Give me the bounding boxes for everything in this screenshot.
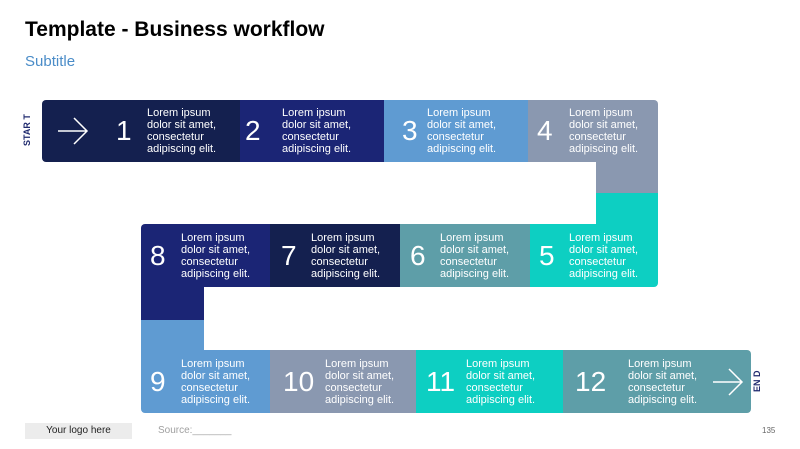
step-number: 9 (150, 366, 166, 397)
step-number: 11 (426, 366, 456, 397)
workflow-step-3: 3 Lorem ipsum dolor sit amet, consectetur… (384, 100, 528, 162)
step-number: 3 (402, 115, 418, 146)
workflow-step-1: 1 Lorem ipsum dolor sit amet, consectetur… (42, 100, 240, 162)
step-number: 4 (537, 115, 553, 146)
step-text: Lorem ipsum dolor sit amet, consectetur … (466, 358, 536, 406)
page-title: Template - Business workflow (25, 18, 325, 41)
step-text: Lorem ipsum dolor sit amet, consectetur … (440, 232, 510, 280)
step-text: Lorem ipsum dolor sit amet, consectetur … (181, 358, 251, 406)
connector-segment (596, 193, 658, 224)
step-number: 10 (283, 366, 315, 397)
start-arrow-icon (58, 117, 89, 145)
step-number: 2 (245, 115, 261, 146)
page-number: 135 (762, 426, 776, 435)
step-text: Lorem ipsum dolor sit amet, consectetur … (181, 232, 251, 280)
step-text: Lorem ipsum dolor sit amet, consectetur … (147, 107, 217, 155)
workflow-step-5: 5 Lorem ipsum dolor sit amet, consectetur… (530, 224, 658, 287)
workflow-step-2: 2 Lorem ipsum dolor sit amet, consectetur… (240, 100, 384, 162)
workflow-step-10: 10 Lorem ipsum dolor sit amet, consectetu… (270, 350, 416, 413)
step-number: 8 (150, 240, 166, 271)
workflow-step-8: 8 Lorem ipsum dolor sit amet, consectetur… (141, 224, 270, 287)
step-text: Lorem ipsum dolor sit amet, consectetur … (311, 232, 381, 280)
source-note: Source:_______ (158, 425, 232, 436)
step-number: 1 (116, 115, 132, 146)
workflow-step-4: 4 Lorem ipsum dolor sit amet, consectetur… (528, 100, 658, 162)
page-subtitle: Subtitle (25, 53, 76, 70)
step-text: Lorem ipsum dolor sit amet, consectetur … (325, 358, 395, 406)
step-text: Lorem ipsum dolor sit amet, consectetur … (427, 107, 497, 155)
connector-segment (141, 320, 204, 350)
end-arrow-icon (713, 368, 744, 396)
workflow-step-11: 11 Lorem ipsum dolor sit amet, consectetu… (416, 350, 563, 413)
step-number: 5 (539, 240, 555, 271)
workflow-step-7: 7 Lorem ipsum dolor sit amet, consectetur… (270, 224, 400, 287)
step-text: Lorem ipsum dolor sit amet, consectetur … (282, 107, 352, 155)
step-text: Lorem ipsum dolor sit amet, consectetur … (569, 232, 639, 280)
workflow-step-6: 6 Lorem ipsum dolor sit amet, consectetur… (400, 224, 530, 287)
step-number: 12 (575, 366, 607, 397)
step-text: Lorem ipsum dolor sit amet, consectetur … (569, 107, 639, 155)
connector-segment (141, 287, 204, 320)
step-number: 7 (281, 240, 297, 271)
step-text: Lorem ipsum dolor sit amet, consectetur … (628, 358, 698, 406)
workflow-step-9: 9 Lorem ipsum dolor sit amet, consectetur… (141, 350, 270, 413)
start-label: STAR T (22, 114, 32, 146)
end-label: EN D (752, 370, 762, 392)
logo-placeholder: Your logo here (25, 423, 132, 439)
step-number: 6 (410, 240, 426, 271)
connector-segment (596, 162, 658, 193)
workflow-step-12: 12 Lorem ipsum dolor sit amet, consectetu… (563, 350, 751, 413)
